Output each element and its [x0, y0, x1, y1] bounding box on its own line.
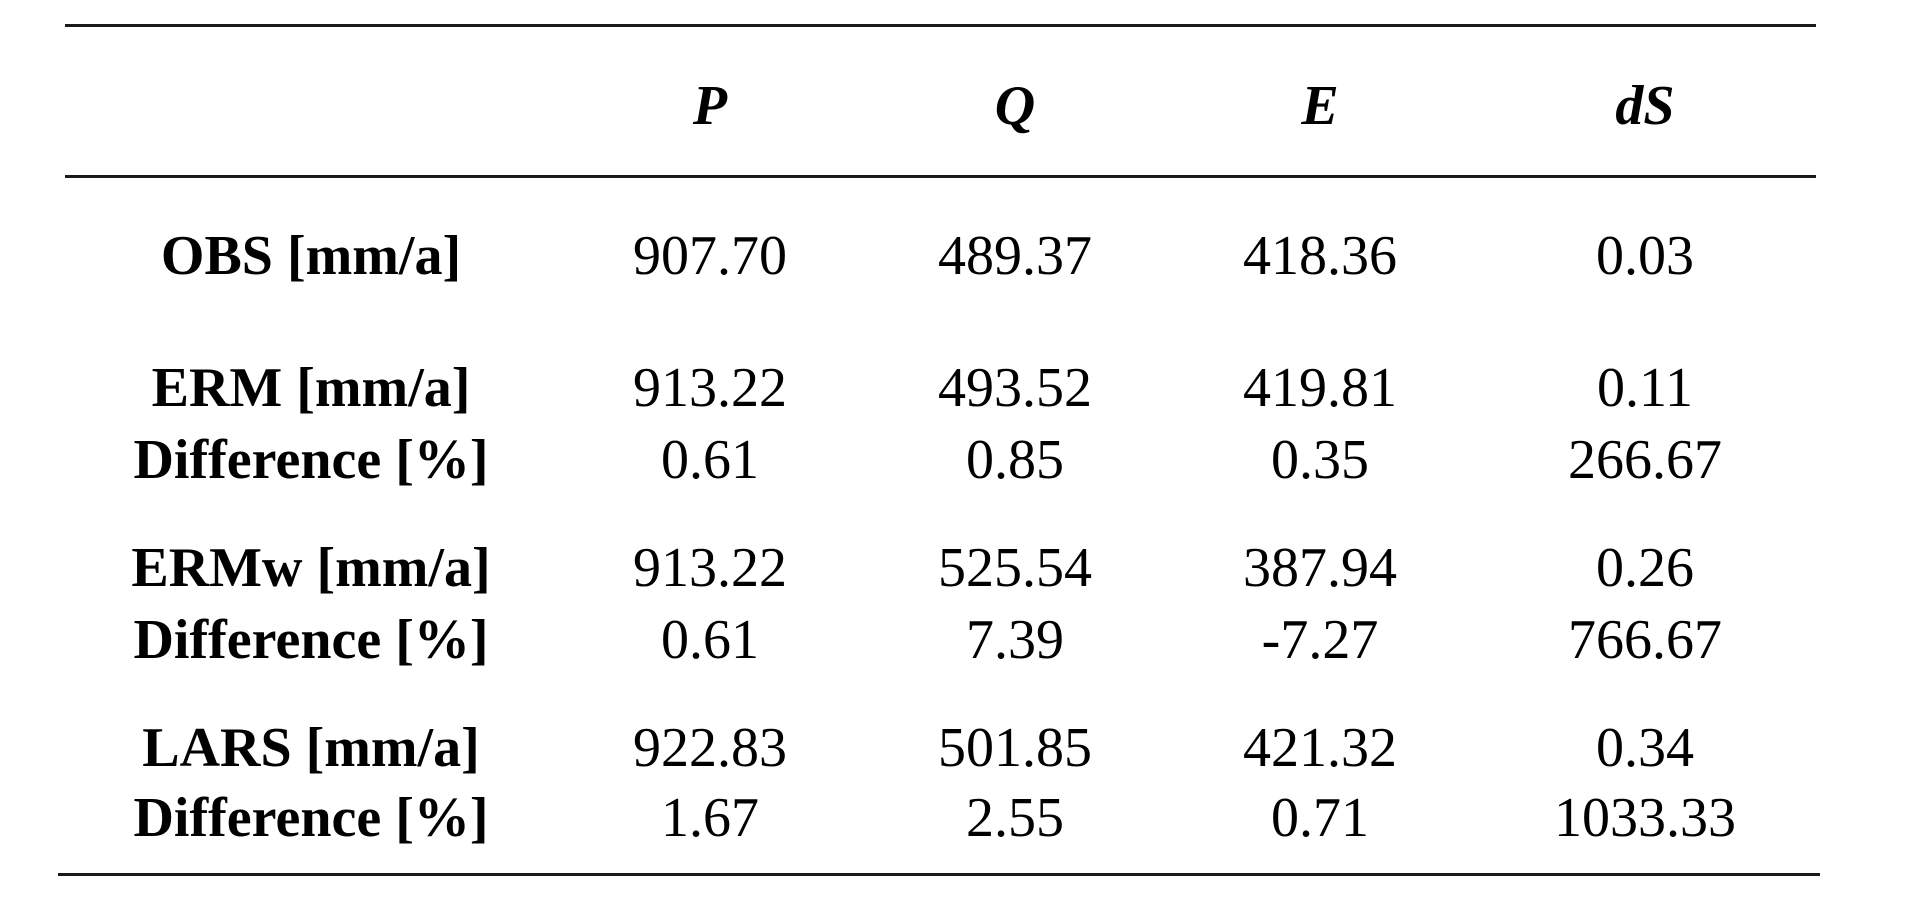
- table-cell: 0.71: [1271, 787, 1369, 849]
- table-cell: 0.11: [1597, 357, 1693, 419]
- table-header-rule: [65, 175, 1816, 178]
- column-header-q: Q: [994, 75, 1036, 137]
- table-cell: 0.61: [661, 609, 759, 671]
- table-cell: 418.36: [1243, 225, 1397, 287]
- row-label: Difference [%]: [133, 787, 489, 849]
- table-cell: 907.70: [633, 225, 787, 287]
- table-cell: 1033.33: [1554, 787, 1736, 849]
- table-cell: 0.61: [661, 429, 759, 491]
- table-cell: 0.26: [1596, 537, 1694, 599]
- table-cell: 2.55: [966, 787, 1064, 849]
- row-label: OBS [mm/a]: [160, 225, 462, 287]
- row-label: LARS [mm/a]: [142, 717, 480, 779]
- column-header-p: P: [692, 75, 728, 137]
- table-cell: 913.22: [633, 537, 787, 599]
- table-top-rule: [65, 24, 1816, 27]
- row-label: Difference [%]: [133, 609, 489, 671]
- table-bottom-rule: [58, 873, 1820, 876]
- table-cell: 0.85: [966, 429, 1064, 491]
- table-cell: 0.03: [1596, 225, 1694, 287]
- table-cell: 922.83: [633, 717, 787, 779]
- table-cell: 489.37: [938, 225, 1092, 287]
- table-cell: 913.22: [633, 357, 787, 419]
- row-label: ERM [mm/a]: [151, 357, 471, 419]
- table-cell: 1.67: [661, 787, 759, 849]
- table-cell: 0.34: [1596, 717, 1694, 779]
- table-cell: 0.35: [1271, 429, 1369, 491]
- table-cell: -7.27: [1261, 609, 1379, 671]
- column-header-e: E: [1301, 75, 1339, 137]
- column-header-ds: dS: [1615, 75, 1675, 137]
- row-label: Difference [%]: [133, 429, 489, 491]
- table-cell: 419.81: [1243, 357, 1397, 419]
- table-cell: 421.32: [1243, 717, 1397, 779]
- table-cell: 525.54: [938, 537, 1092, 599]
- table-cell: 493.52: [938, 357, 1092, 419]
- table-cell: 7.39: [966, 609, 1064, 671]
- table-cell: 766.67: [1568, 609, 1722, 671]
- table-cell: 387.94: [1243, 537, 1397, 599]
- table-cell: 501.85: [938, 717, 1092, 779]
- row-label: ERMw [mm/a]: [131, 537, 491, 599]
- table-cell: 266.67: [1568, 429, 1722, 491]
